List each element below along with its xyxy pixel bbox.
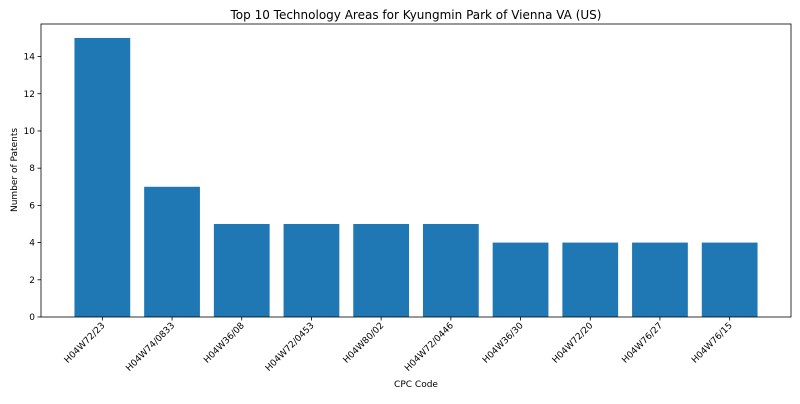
x-tick-label: H04W72/20 xyxy=(551,321,596,366)
bar-h04w72-20 xyxy=(562,243,618,317)
bar-h04w76-15 xyxy=(702,243,758,317)
bar-h04w72-0453 xyxy=(284,224,340,317)
chart-title: Top 10 Technology Areas for Kyungmin Par… xyxy=(230,8,602,22)
bar-h04w36-30 xyxy=(493,243,549,317)
y-tick-label: 8 xyxy=(29,164,35,174)
x-tick-label: H04W72/23 xyxy=(63,321,108,366)
y-tick-label: 2 xyxy=(29,276,35,286)
y-tick-label: 0 xyxy=(29,313,35,323)
x-tick-label: H04W72/0453 xyxy=(264,321,317,374)
y-tick-label: 14 xyxy=(24,53,36,63)
bar-h04w76-27 xyxy=(632,243,688,317)
x-tick-label: H04W76/15 xyxy=(690,321,735,366)
x-tick-label: H04W72/0446 xyxy=(403,321,456,374)
bar-h04w72-23 xyxy=(74,38,130,317)
y-tick-label: 10 xyxy=(24,127,36,137)
bar-h04w74-0833 xyxy=(144,187,200,317)
bar-h04w72-0446 xyxy=(423,224,479,317)
bar-h04w36-08 xyxy=(214,224,270,317)
x-tick-label: H04W74/0833 xyxy=(124,321,177,374)
x-tick-label: H04W36/08 xyxy=(202,321,247,366)
y-tick-label: 4 xyxy=(29,239,35,249)
x-tick-label: H04W80/02 xyxy=(342,321,387,366)
y-axis-label: Number of Patents xyxy=(10,128,20,212)
y-tick-label: 12 xyxy=(24,90,35,100)
bar-h04w80-02 xyxy=(353,224,409,317)
x-tick-label: H04W36/30 xyxy=(481,321,526,366)
plot-area: 0 2 4 6 8 10 12 14 H04W72/23 H04W74/0833 H04W36/08… xyxy=(24,24,791,374)
y-tick-label: 6 xyxy=(29,201,35,211)
x-tick-label: H04W76/27 xyxy=(620,321,665,366)
x-axis-label: CPC Code xyxy=(394,380,438,390)
